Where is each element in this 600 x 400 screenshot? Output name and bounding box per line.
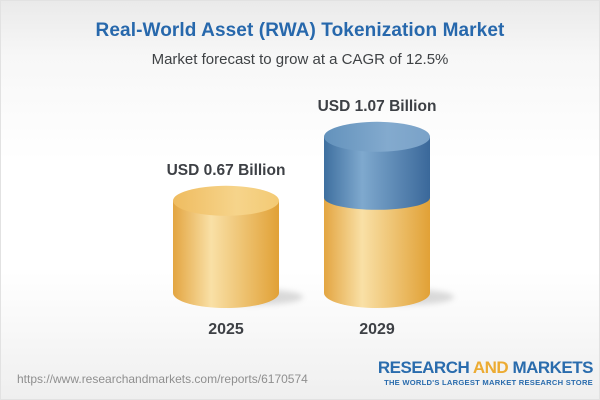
growth-2025-2029-cap — [324, 121, 430, 152]
report-url: https://www.researchandmarkets.com/repor… — [17, 372, 308, 386]
logo-word-research: RESEARCH — [377, 358, 470, 378]
market-size-2025-body — [173, 200, 279, 293]
bar-value-label: USD 0.67 Billion — [167, 162, 286, 179]
chart-title: Real-World Asset (RWA) Tokenization Mark… — [95, 20, 505, 41]
logo-word-markets: MARKETS — [512, 358, 593, 378]
logo-wordmark: RESEARCH AND MARKETS — [377, 358, 594, 378]
base-2025-level-body — [324, 197, 430, 293]
market-size-2025-cap — [173, 185, 279, 216]
bar-2025: USD 0.67 Billion 2025 — [167, 162, 303, 338]
chart-header: Real-World Asset (RWA) Tokenization Mark… — [1, 20, 599, 68]
logo-tagline: THE WORLD'S LARGEST MARKET RESEARCH STOR… — [384, 378, 593, 388]
bar-category-label: 2029 — [359, 321, 395, 338]
chart-subtitle: Market forecast to grow at a CAGR of 12.… — [151, 51, 449, 68]
bar-category-label: 2025 — [208, 321, 244, 338]
bar-2029: USD 1.07 Billion 2029 — [318, 98, 454, 338]
bar-value-label: USD 1.07 Billion — [318, 98, 437, 115]
logo-word-and: AND — [472, 358, 509, 378]
research-and-markets-logo: RESEARCH AND MARKETS THE WORLD'S LARGEST… — [377, 358, 594, 388]
